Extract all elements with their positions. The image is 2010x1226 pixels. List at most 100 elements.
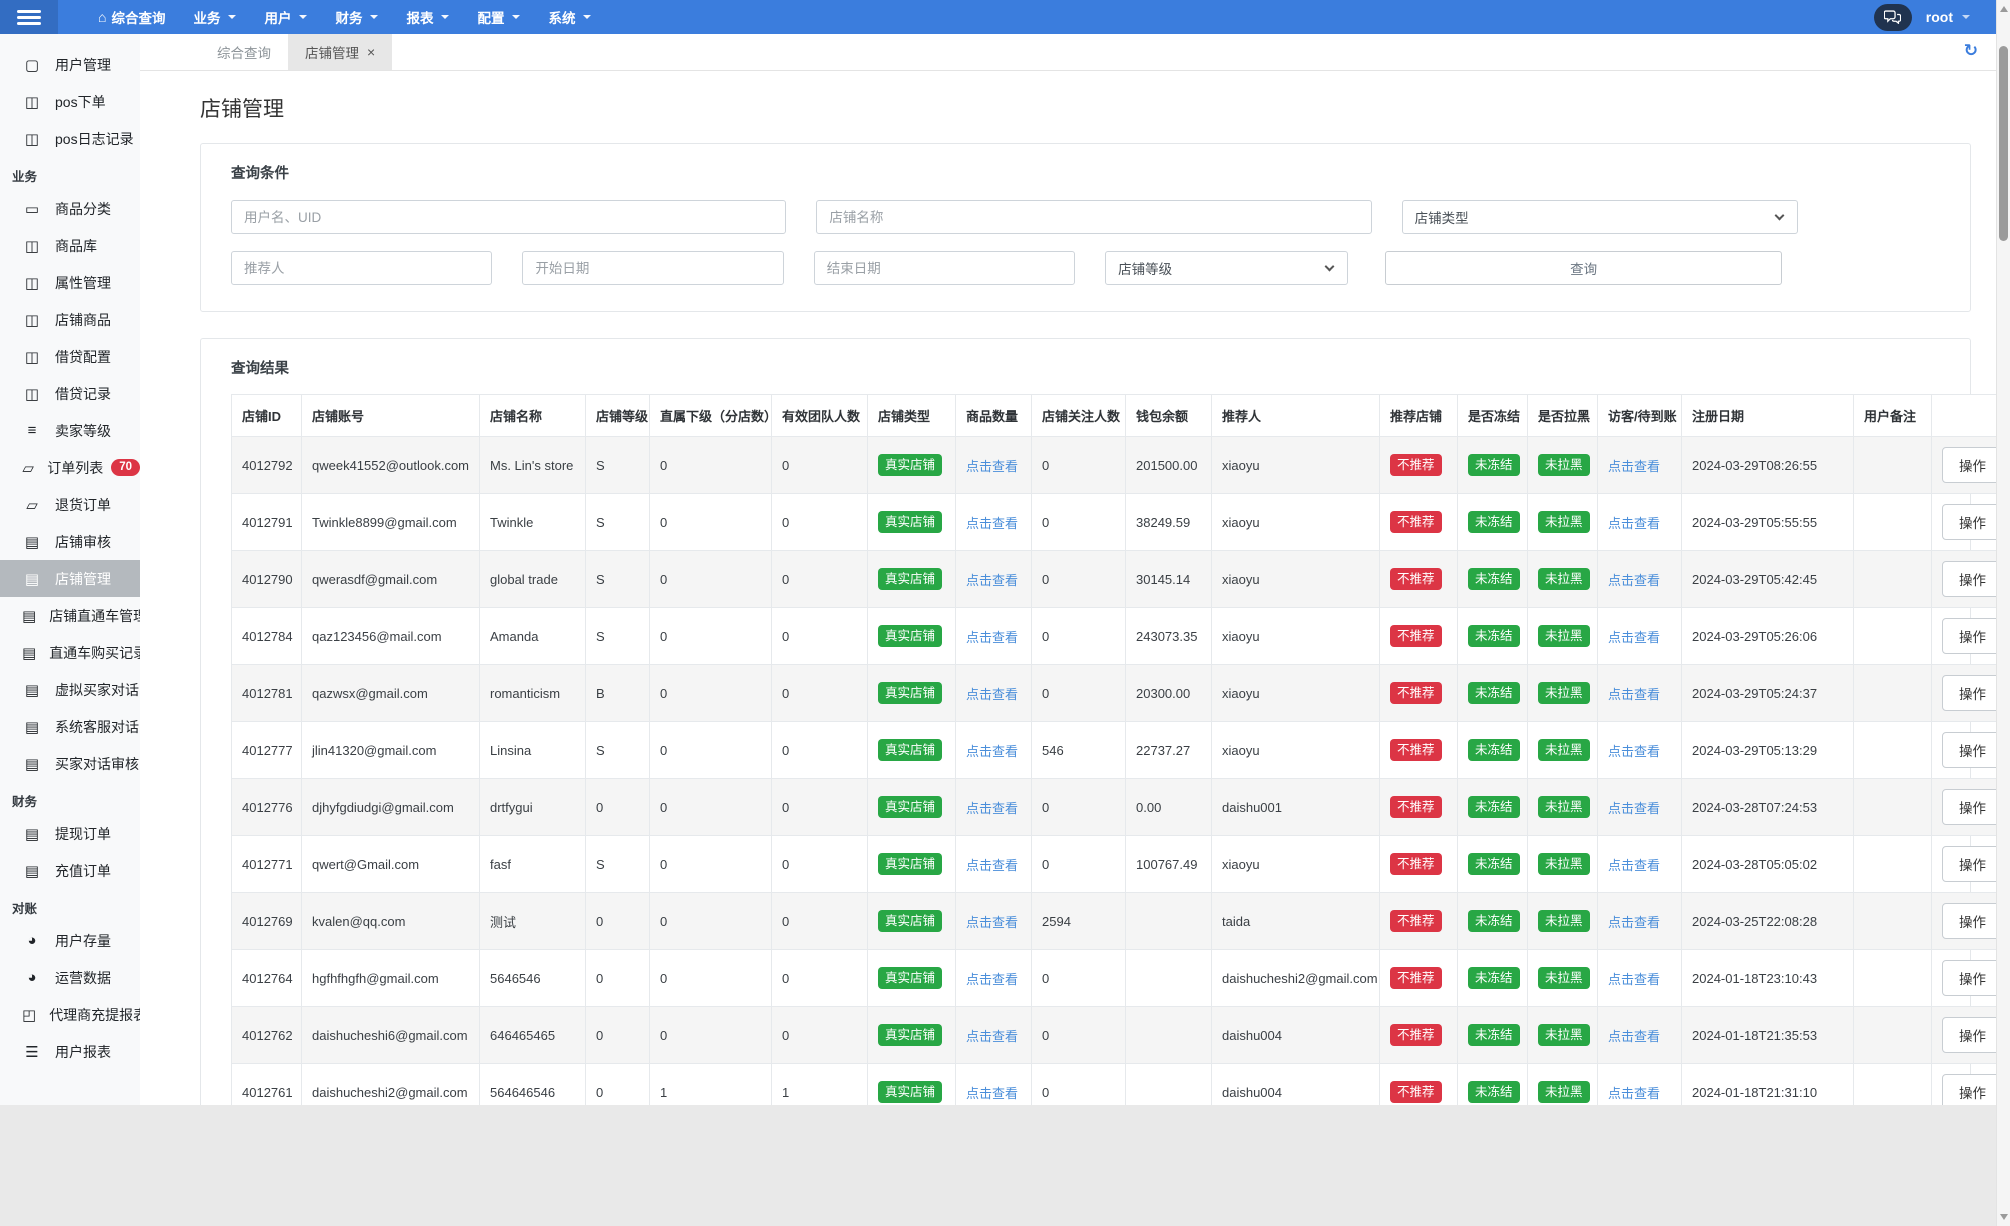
goods-link[interactable]: 点击查看: [966, 914, 1019, 930]
action-button[interactable]: 操作: [1942, 846, 1996, 882]
cell-account: hgfhfhgfh@gmail.com: [301, 949, 480, 1007]
goods-link[interactable]: 点击查看: [966, 857, 1019, 873]
goods-link[interactable]: 点击查看: [966, 458, 1019, 474]
sidebar-item-22[interactable]: ▤ 提现订单: [0, 815, 140, 852]
sidebar-item-14[interactable]: ▤ 店铺审核: [0, 523, 140, 560]
sidebar-item-26[interactable]: ◕ 运营数据: [0, 959, 140, 996]
type-badge: 真实店铺: [878, 1024, 943, 1046]
scroll-down-icon[interactable]: [2000, 1214, 2008, 1220]
sidebar-item-5[interactable]: ▭ 商品分类: [0, 190, 140, 227]
nav-item-5[interactable]: 报表: [392, 0, 463, 34]
sidebar-item-9[interactable]: ◫ 借贷配置: [0, 338, 140, 375]
frozen-badge: 未冻结: [1468, 454, 1520, 476]
close-icon[interactable]: ×: [367, 44, 376, 60]
sidebar-item-11[interactable]: ≡ 卖家等级: [0, 412, 140, 449]
visitors-link[interactable]: 点击查看: [1608, 1028, 1661, 1044]
visitors-link[interactable]: 点击查看: [1608, 458, 1661, 474]
visitors-link[interactable]: 点击查看: [1608, 914, 1661, 930]
nav-item-7[interactable]: 系统: [534, 0, 605, 34]
nav-item-3[interactable]: 用户: [250, 0, 321, 34]
sidebar-item-8[interactable]: ◫ 店铺商品: [0, 301, 140, 338]
nav-item-4[interactable]: 财务: [321, 0, 392, 34]
scroll-up-icon[interactable]: [2000, 6, 2008, 12]
chat-icon[interactable]: [1873, 3, 1912, 31]
sidebar-item-7[interactable]: ◫ 属性管理: [0, 264, 140, 301]
cell-level: S: [585, 721, 650, 779]
sidebar-item-1[interactable]: ▢ 用户管理: [0, 46, 140, 83]
goods-link[interactable]: 点击查看: [966, 629, 1019, 645]
goods-link[interactable]: 点击查看: [966, 1028, 1019, 1044]
action-button[interactable]: 操作: [1942, 1017, 1996, 1053]
sidebar-item-25[interactable]: ◕ 用户存量: [0, 922, 140, 959]
sidebar-item-10[interactable]: ◫ 借贷记录: [0, 375, 140, 412]
sidebar-toggle-icon[interactable]: [0, 0, 58, 34]
sidebar-item-6[interactable]: ◫ 商品库: [0, 227, 140, 264]
visitors-link[interactable]: 点击查看: [1608, 686, 1661, 702]
vertical-scrollbar[interactable]: [1996, 0, 2010, 1226]
sidebar-item-2[interactable]: ◫ pos下单: [0, 83, 140, 120]
sidebar-item-28[interactable]: ☰ 用户报表: [0, 1033, 140, 1070]
action-button[interactable]: 操作: [1942, 447, 1996, 483]
username-uid-input[interactable]: [231, 200, 787, 234]
action-button[interactable]: 操作: [1942, 903, 1996, 939]
visitors-link[interactable]: 点击查看: [1608, 572, 1661, 588]
action-button[interactable]: 操作: [1942, 732, 1996, 768]
visitors-link[interactable]: 点击查看: [1608, 971, 1661, 987]
shop-type-select[interactable]: 店铺类型: [1401, 200, 1799, 234]
sidebar-item-27[interactable]: ◰ 代理商充提报表: [0, 996, 140, 1033]
cell-goods: 点击查看: [955, 493, 1032, 551]
goods-link[interactable]: 点击查看: [966, 743, 1019, 759]
shop-level-select[interactable]: 店铺等级: [1105, 251, 1348, 285]
sidebar-item-13[interactable]: ▱ 退货订单: [0, 486, 140, 523]
sidebar-item-12[interactable]: ▱ 订单列表 70: [0, 449, 140, 486]
visitors-link[interactable]: 点击查看: [1608, 800, 1661, 816]
goods-link[interactable]: 点击查看: [966, 800, 1019, 816]
start-date-input[interactable]: [522, 251, 784, 285]
sidebar-item-18[interactable]: ▤ 虚拟买家对话: [0, 671, 140, 708]
cell-remark: [1853, 1006, 1932, 1064]
sidebar-item-16[interactable]: ▤ 店铺直通车管理: [0, 597, 140, 634]
nav-item-2[interactable]: 业务: [179, 0, 250, 34]
sidebar-item-15[interactable]: ▤ 店铺管理: [0, 560, 140, 597]
sidebar-item-20[interactable]: ▤ 买家对话审核: [0, 745, 140, 782]
goods-link[interactable]: 点击查看: [966, 1085, 1019, 1101]
nav-item-1[interactable]: ⌂ 综合查询: [84, 0, 179, 34]
action-button[interactable]: 操作: [1942, 618, 1996, 654]
cell-visitors: 点击查看: [1597, 835, 1682, 893]
action-button[interactable]: 操作: [1942, 675, 1996, 711]
shop-name-input[interactable]: [816, 200, 1372, 234]
sidebar-item-23[interactable]: ▤ 充值订单: [0, 852, 140, 889]
sidebar-item-17[interactable]: ▤ 直通车购买记录: [0, 634, 140, 671]
end-date-input[interactable]: [813, 251, 1076, 285]
cell-goods: 点击查看: [955, 778, 1032, 836]
action-button[interactable]: 操作: [1942, 789, 1996, 825]
query-button[interactable]: 查询: [1385, 251, 1782, 285]
referrer-input[interactable]: [231, 251, 493, 285]
visitors-link[interactable]: 点击查看: [1608, 1085, 1661, 1101]
blacklist-badge: 未拉黑: [1538, 1024, 1590, 1046]
visitors-link[interactable]: 点击查看: [1608, 743, 1661, 759]
sidebar-item-3[interactable]: ◫ pos日志记录: [0, 120, 140, 157]
visitors-link[interactable]: 点击查看: [1608, 515, 1661, 531]
goods-link[interactable]: 点击查看: [966, 515, 1019, 531]
user-menu[interactable]: root: [1926, 9, 1970, 25]
goods-link[interactable]: 点击查看: [966, 572, 1019, 588]
visitors-link[interactable]: 点击查看: [1608, 629, 1661, 645]
tab-1[interactable]: 综合查询: [200, 34, 288, 70]
cell-id: 4012761: [231, 1063, 302, 1105]
action-button[interactable]: 操作: [1942, 561, 1996, 597]
goods-link[interactable]: 点击查看: [966, 686, 1019, 702]
refresh-icon[interactable]: ↻: [1963, 41, 1978, 60]
scrollbar-thumb[interactable]: [1999, 46, 2008, 241]
visitors-link[interactable]: 点击查看: [1608, 857, 1661, 873]
cell-wallet: [1125, 949, 1212, 1007]
column-header-action: [1931, 394, 1996, 437]
sidebar-item-19[interactable]: ▤ 系统客服对话: [0, 708, 140, 745]
tab-2[interactable]: 店铺管理 ×: [288, 34, 393, 70]
nav-item-6[interactable]: 配置: [463, 0, 534, 34]
action-button[interactable]: 操作: [1942, 1074, 1996, 1105]
goods-link[interactable]: 点击查看: [966, 971, 1019, 987]
action-button[interactable]: 操作: [1942, 960, 1996, 996]
action-button[interactable]: 操作: [1942, 504, 1996, 540]
nav-item-label: 用户: [264, 11, 292, 26]
